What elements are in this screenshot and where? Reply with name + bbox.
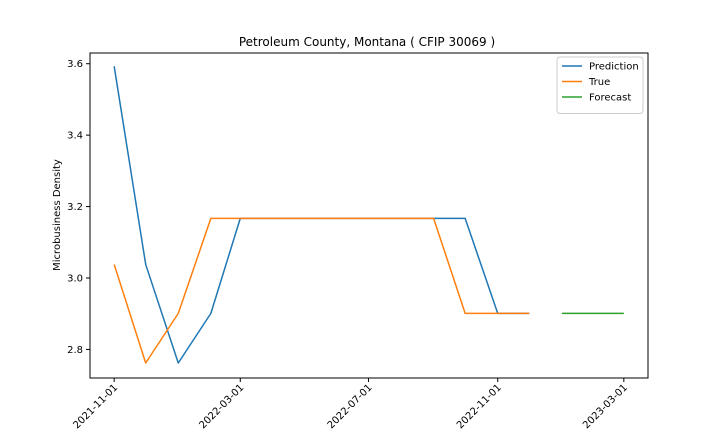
y-tick-label: 3.6 (67, 59, 83, 70)
y-axis-title: Microbusiness Density (52, 159, 63, 271)
series-line-prediction (113, 66, 530, 364)
series-line-true (113, 217, 530, 364)
y-axis: 2.8 3.0 3.2 3.4 3.6 (67, 59, 90, 356)
legend-box (556, 56, 644, 114)
y-tick-label: 3.0 (67, 274, 83, 285)
x-tick-label: 2023-03-01 (581, 382, 630, 431)
legend-label-true: True (588, 77, 610, 88)
chart-title: Petroleum County, Montana ( CFIP 30069 ) (239, 35, 495, 49)
x-tick-label: 2022-07-01 (326, 382, 375, 431)
plot-frame (89, 52, 649, 379)
legend: Prediction True Forecast (556, 56, 644, 114)
x-tick-label: 2022-03-01 (198, 382, 247, 431)
x-tick-label: 2021-11-01 (71, 382, 120, 431)
x-tick-label: 2022-11-01 (455, 382, 504, 431)
x-axis: 2021-11-01 2022-03-01 2022-07-01 2022-11-01… (71, 378, 630, 431)
y-tick-label: 3.2 (67, 202, 83, 213)
legend-label-forecast: Forecast (589, 93, 631, 104)
y-tick-label: 2.8 (67, 345, 83, 356)
plot-lines (113, 66, 624, 364)
legend-label-prediction: Prediction (589, 62, 639, 73)
y-tick-label: 3.4 (67, 131, 83, 142)
